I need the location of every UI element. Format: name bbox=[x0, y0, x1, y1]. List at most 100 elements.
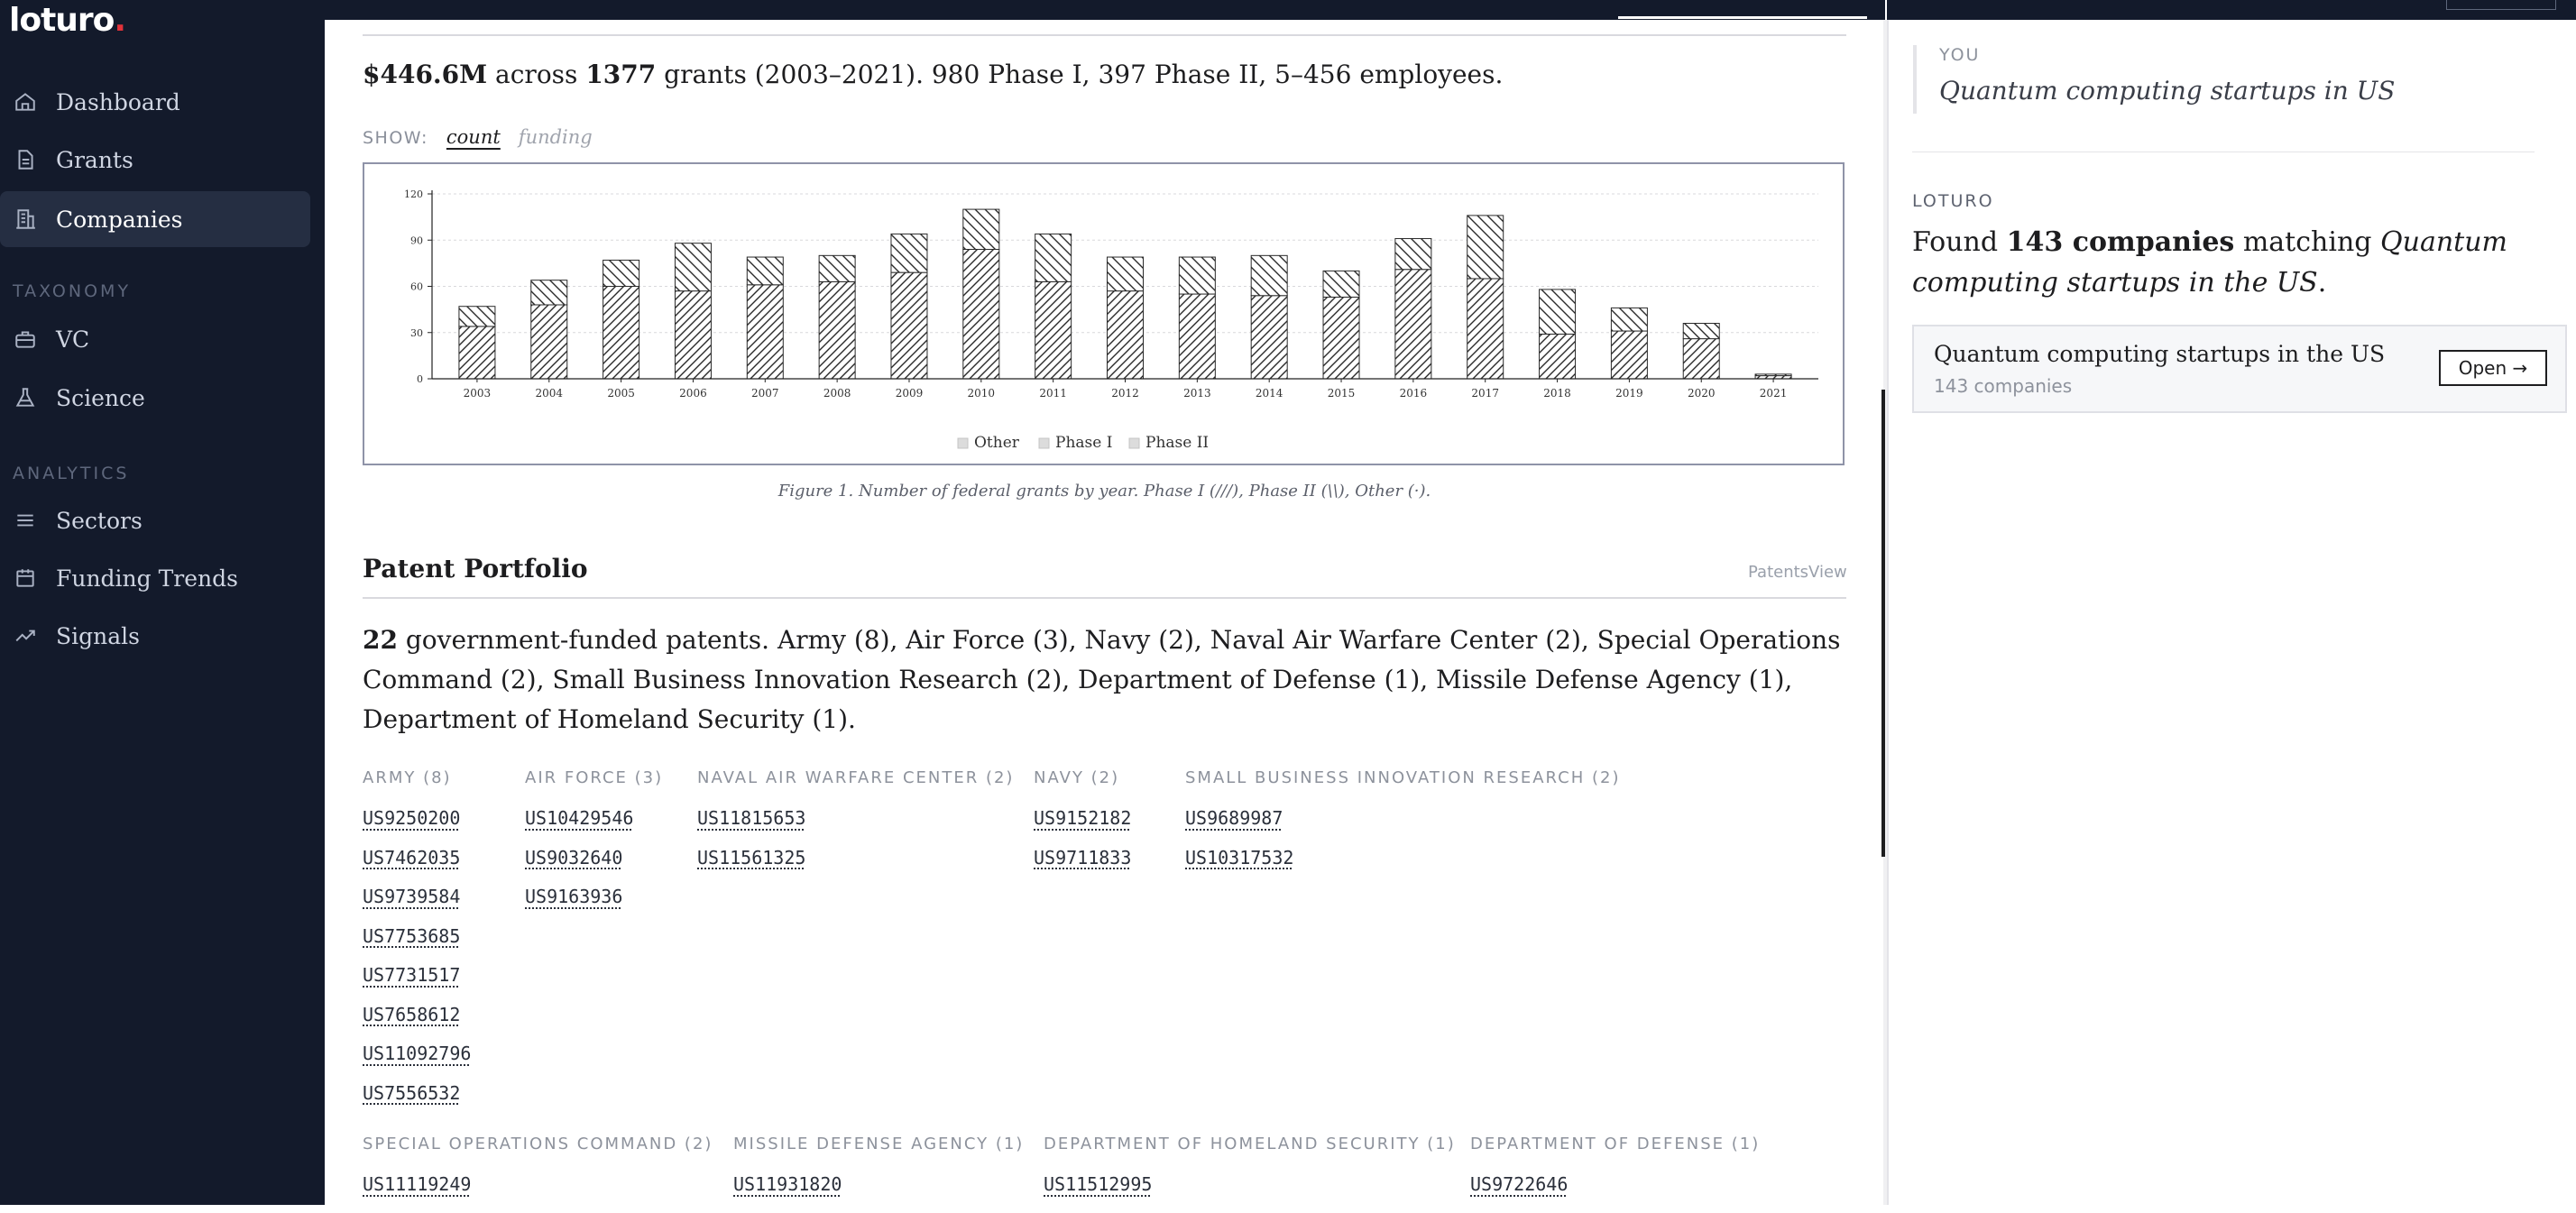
x-tick-label: 2009 bbox=[896, 387, 924, 400]
trend-icon bbox=[13, 623, 38, 648]
bar-phase-ii bbox=[603, 259, 640, 288]
x-tick-label: 2006 bbox=[679, 387, 707, 400]
bar-phase-i bbox=[1250, 295, 1288, 380]
bar-phase-i bbox=[1178, 293, 1216, 380]
patent-portfolio-title: Patent Portfolio bbox=[363, 554, 588, 584]
result-card[interactable]: Quantum computing startups in the US 143… bbox=[1912, 325, 2567, 413]
sidebar-item-sectors[interactable]: Sectors bbox=[0, 492, 310, 548]
sidebar: loturo. Dashboard Grants Companies TAXON… bbox=[0, 0, 325, 1205]
open-button[interactable]: Open → bbox=[2439, 350, 2547, 386]
patent-summary-text: government-funded patents. Army (8), Air… bbox=[363, 625, 1841, 734]
patent-link[interactable]: US9739584 bbox=[363, 886, 461, 907]
chat-top-button[interactable] bbox=[2446, 0, 2556, 10]
sidebar-item-grants[interactable]: Grants bbox=[0, 132, 310, 188]
bar-phase-i bbox=[603, 286, 640, 380]
legend-label: Phase II bbox=[1145, 434, 1209, 452]
patent-group-navy: NAVY (2) US9152182 US9711833 bbox=[1034, 768, 1131, 886]
grants-summary: $446.6M across 1377 grants (2003–2021). … bbox=[363, 60, 1503, 89]
bar-phase-ii bbox=[1394, 238, 1432, 271]
patent-link[interactable]: US11092796 bbox=[363, 1043, 472, 1064]
patent-link[interactable]: US11119249 bbox=[363, 1173, 472, 1195]
assistant-message: Found 143 companies matching Quantum com… bbox=[1912, 222, 2544, 303]
result-title: Quantum computing startups in the US bbox=[1934, 341, 2386, 367]
logo[interactable]: loturo. bbox=[9, 2, 126, 39]
sidebar-item-label: Companies bbox=[56, 206, 183, 233]
patent-link[interactable]: US9722646 bbox=[1470, 1173, 1569, 1195]
bar-phase-ii bbox=[674, 243, 712, 292]
patent-link[interactable]: US7658612 bbox=[363, 1003, 461, 1025]
sidebar-item-label: Dashboard bbox=[56, 88, 180, 115]
patent-group-title: NAVAL AIR WARFARE CENTER (2) bbox=[697, 768, 1015, 787]
patent-link[interactable]: US10317532 bbox=[1185, 846, 1294, 868]
bar-phase-ii bbox=[1682, 323, 1720, 340]
patent-link[interactable]: US9032640 bbox=[525, 846, 623, 868]
patent-group-title: ARMY (8) bbox=[363, 768, 452, 787]
patent-group-department-of-defense: DEPARTMENT OF DEFENSE (1) US9722646 bbox=[1470, 1135, 1760, 1213]
sidebar-item-companies[interactable]: Companies bbox=[0, 191, 310, 247]
summary-text-rest: grants (2003–2021). 980 Phase I, 397 Pha… bbox=[656, 60, 1504, 89]
grants-chart: 0 30 60 90 120 2003 2004 2005 2006 2007 2008 2009 20… bbox=[363, 162, 1845, 465]
flask-icon bbox=[13, 385, 38, 410]
main-scrollbar-track[interactable] bbox=[1883, 20, 1887, 1205]
patent-link[interactable]: US10429546 bbox=[525, 807, 634, 829]
x-tick-label: 2019 bbox=[1615, 387, 1643, 400]
patent-link[interactable]: US7556532 bbox=[363, 1081, 461, 1104]
user-message: Quantum computing startups in US bbox=[1939, 76, 2396, 106]
x-tick-label: 2013 bbox=[1183, 387, 1211, 400]
bar-phase-i bbox=[1610, 330, 1648, 380]
bar-phase-i bbox=[818, 280, 856, 380]
patent-link[interactable]: US11512995 bbox=[1044, 1173, 1153, 1195]
bar-phase-i bbox=[962, 249, 1000, 380]
bar-phase-ii bbox=[1539, 289, 1577, 335]
x-tick-label: 2020 bbox=[1688, 387, 1716, 400]
x-tick-label: 2021 bbox=[1760, 387, 1788, 400]
patent-group-title: DEPARTMENT OF DEFENSE (1) bbox=[1470, 1135, 1761, 1153]
patent-link[interactable]: US9250200 bbox=[363, 807, 461, 829]
sidebar-item-vc[interactable]: VC bbox=[0, 311, 310, 367]
patent-link[interactable]: US7753685 bbox=[363, 924, 461, 947]
bar-phase-i bbox=[890, 271, 928, 380]
x-tick-label: 2015 bbox=[1328, 387, 1356, 400]
patent-link[interactable]: US7731517 bbox=[363, 964, 461, 986]
patent-link[interactable]: US11561325 bbox=[697, 846, 806, 868]
patent-link[interactable]: US7462035 bbox=[363, 846, 461, 868]
show-label: SHOW: bbox=[363, 128, 428, 148]
patent-link[interactable]: US9163936 bbox=[525, 886, 623, 907]
patent-count: 22 bbox=[363, 625, 398, 655]
patent-link[interactable]: US11931820 bbox=[733, 1173, 842, 1195]
section-heading-analytics: ANALYTICS bbox=[13, 464, 130, 483]
patent-summary: 22 government-funded patents. Army (8), … bbox=[363, 620, 1842, 740]
show-count-option[interactable]: count bbox=[446, 126, 501, 148]
patent-group-title: AIR FORCE (3) bbox=[525, 768, 664, 787]
active-tab-underline bbox=[1618, 16, 1867, 19]
sidebar-item-label: VC bbox=[56, 326, 90, 353]
chat-panel bbox=[1887, 20, 2576, 1205]
show-funding-option[interactable]: funding bbox=[518, 126, 593, 148]
y-tick-label: 0 bbox=[417, 373, 423, 385]
bar-phase-ii bbox=[1178, 256, 1216, 295]
patent-link[interactable]: US9689987 bbox=[1185, 807, 1283, 829]
section-heading-taxonomy: TAXONOMY bbox=[13, 281, 132, 301]
building-icon bbox=[13, 207, 38, 232]
sidebar-item-funding-trends[interactable]: Funding Trends bbox=[0, 550, 310, 606]
patent-group-title: MISSILE DEFENSE AGENCY (1) bbox=[733, 1135, 1025, 1153]
chart-caption: Figure 1. Number of federal grants by ye… bbox=[777, 482, 1431, 501]
main-scrollbar-thumb[interactable] bbox=[1881, 390, 1885, 857]
legend-swatch bbox=[1038, 437, 1050, 449]
patent-source-link[interactable]: PatentsView bbox=[1748, 563, 1847, 582]
patent-group-title: SMALL BUSINESS INNOVATION RESEARCH (2) bbox=[1185, 768, 1621, 787]
patent-link[interactable]: US9152182 bbox=[1034, 807, 1132, 829]
patent-group-sbir: SMALL BUSINESS INNOVATION RESEARCH (2) U… bbox=[1185, 768, 1620, 886]
sidebar-item-dashboard[interactable]: Dashboard bbox=[0, 74, 310, 130]
legend-swatch bbox=[1128, 437, 1140, 449]
x-tick-label: 2010 bbox=[968, 387, 996, 400]
patent-link[interactable]: US11815653 bbox=[697, 807, 806, 829]
summary-text: across bbox=[487, 60, 586, 89]
x-tick-label: 2018 bbox=[1543, 387, 1571, 400]
sidebar-item-science[interactable]: Science bbox=[0, 370, 310, 426]
sidebar-item-signals[interactable]: Signals bbox=[0, 608, 310, 664]
patent-link[interactable]: US9711833 bbox=[1034, 846, 1132, 868]
bar-phase-i bbox=[458, 326, 496, 380]
sidebar-item-label: Sectors bbox=[56, 507, 143, 534]
y-tick-label: 120 bbox=[404, 188, 423, 200]
